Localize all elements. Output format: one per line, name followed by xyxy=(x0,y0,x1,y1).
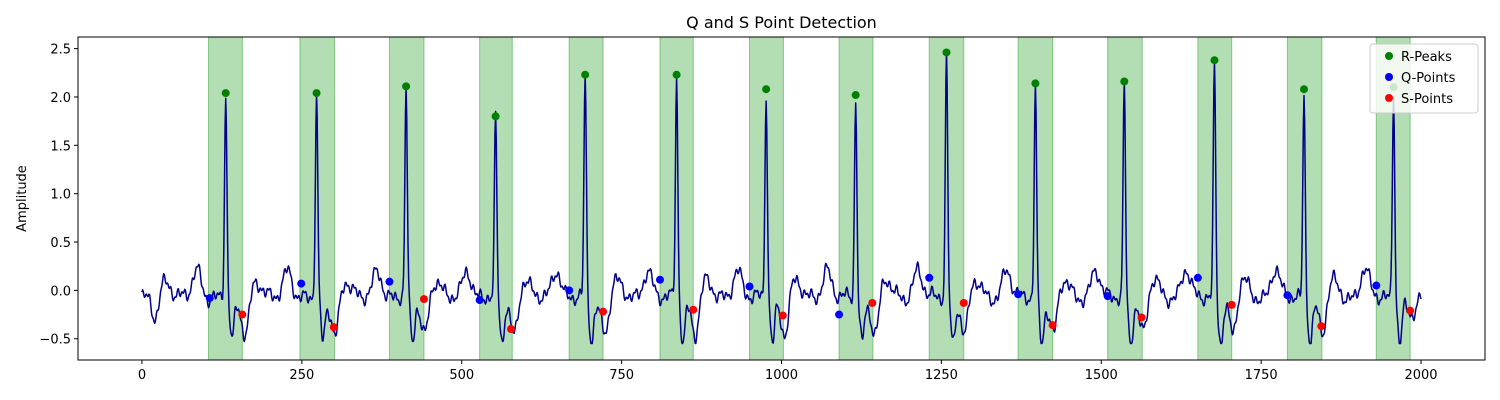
x-tick-label: 250 xyxy=(289,368,314,383)
s-point-marker-10 xyxy=(1048,321,1057,330)
q-point-marker-4 xyxy=(475,296,484,305)
q-point-marker-11 xyxy=(1103,292,1112,301)
s-point-marker-12 xyxy=(1227,300,1236,309)
legend-box xyxy=(1369,43,1479,114)
q-point-marker-5 xyxy=(565,286,574,295)
x-axis-ticks: 0 250 500 750 1000 1250 1500 1750 2000 xyxy=(138,360,1438,383)
r-peak-marker-11 xyxy=(1120,77,1129,86)
legend-s-points-marker xyxy=(1385,94,1393,102)
r-peak-marker-12 xyxy=(1210,56,1219,65)
legend-q-points-label: Q-Points xyxy=(1401,71,1456,86)
y-tick-label: −0.5 xyxy=(39,333,71,348)
x-tick-label: 1500 xyxy=(1085,368,1118,383)
r-peak-marker-7 xyxy=(762,85,771,94)
legend-s-points-label: S-Points xyxy=(1401,92,1453,107)
y-tick-label: 2.0 xyxy=(50,91,71,106)
y-tick-label: 1.5 xyxy=(50,139,71,154)
x-tick-label: 1000 xyxy=(765,368,798,383)
s-point-marker-4 xyxy=(506,325,515,334)
x-tick-label: 1250 xyxy=(925,368,958,383)
chart-title: Q and S Point Detection xyxy=(686,13,877,32)
y-tick-label: 0.5 xyxy=(50,236,71,251)
s-point-marker-7 xyxy=(778,311,787,320)
legend: R-Peaks Q-Points S-Points xyxy=(1369,43,1479,114)
y-tick-label: 1.0 xyxy=(50,188,71,203)
r-peak-marker-6 xyxy=(672,70,681,79)
s-point-marker-1 xyxy=(238,310,247,319)
q-point-marker-2 xyxy=(297,279,306,288)
x-tick-label: 2000 xyxy=(1404,368,1437,383)
legend-q-points-marker xyxy=(1385,73,1393,81)
r-peak-marker-2 xyxy=(312,89,321,98)
q-point-marker-6 xyxy=(655,275,664,284)
s-point-marker-5 xyxy=(599,307,608,316)
x-tick-label: 750 xyxy=(609,368,634,383)
s-point-marker-8 xyxy=(868,298,877,307)
qrs-band-4 xyxy=(479,36,513,361)
qrs-band-1 xyxy=(207,36,243,361)
r-peak-marker-10 xyxy=(1031,79,1040,88)
s-point-marker-14 xyxy=(1406,306,1415,315)
x-tick-label: 1750 xyxy=(1245,368,1278,383)
s-point-marker-11 xyxy=(1137,313,1146,322)
q-point-marker-9 xyxy=(925,273,934,282)
r-peak-marker-8 xyxy=(851,91,860,100)
s-point-marker-13 xyxy=(1317,322,1326,331)
q-point-marker-10 xyxy=(1014,290,1023,299)
r-peak-marker-9 xyxy=(942,48,951,57)
y-tick-label: 0.0 xyxy=(50,284,71,299)
q-point-marker-1 xyxy=(205,294,214,303)
s-point-marker-6 xyxy=(689,305,698,314)
r-peak-marker-5 xyxy=(581,70,590,79)
q-point-marker-7 xyxy=(745,282,754,291)
y-tick-label: 2.5 xyxy=(50,43,71,58)
r-peak-marker-4 xyxy=(491,112,500,121)
q-point-marker-14 xyxy=(1372,281,1381,290)
r-peak-marker-1 xyxy=(221,89,230,98)
ecg-signal xyxy=(141,49,1422,345)
r-peak-marker-13 xyxy=(1300,85,1309,94)
x-tick-label: 500 xyxy=(449,368,474,383)
y-axis-ticks: −0.5 0.0 0.5 1.0 1.5 2.0 2.5 xyxy=(39,43,78,348)
s-point-marker-9 xyxy=(959,298,968,307)
legend-r-peaks-marker xyxy=(1385,52,1393,60)
q-point-marker-12 xyxy=(1193,273,1202,282)
x-tick-label: 0 xyxy=(138,368,146,383)
q-point-marker-13 xyxy=(1283,291,1292,300)
detected-points xyxy=(205,48,1415,334)
r-peak-marker-3 xyxy=(402,82,411,91)
s-point-marker-3 xyxy=(419,295,428,304)
qrs-bands xyxy=(207,36,1411,361)
y-axis-label: Amplitude xyxy=(15,165,30,232)
q-point-marker-3 xyxy=(385,277,394,286)
q-point-marker-8 xyxy=(835,310,844,319)
ecg-line xyxy=(141,49,1422,345)
qrs-band-8 xyxy=(838,36,874,361)
s-point-marker-2 xyxy=(329,323,338,332)
legend-r-peaks-label: R-Peaks xyxy=(1401,50,1452,65)
qrs-band-2 xyxy=(299,36,335,361)
